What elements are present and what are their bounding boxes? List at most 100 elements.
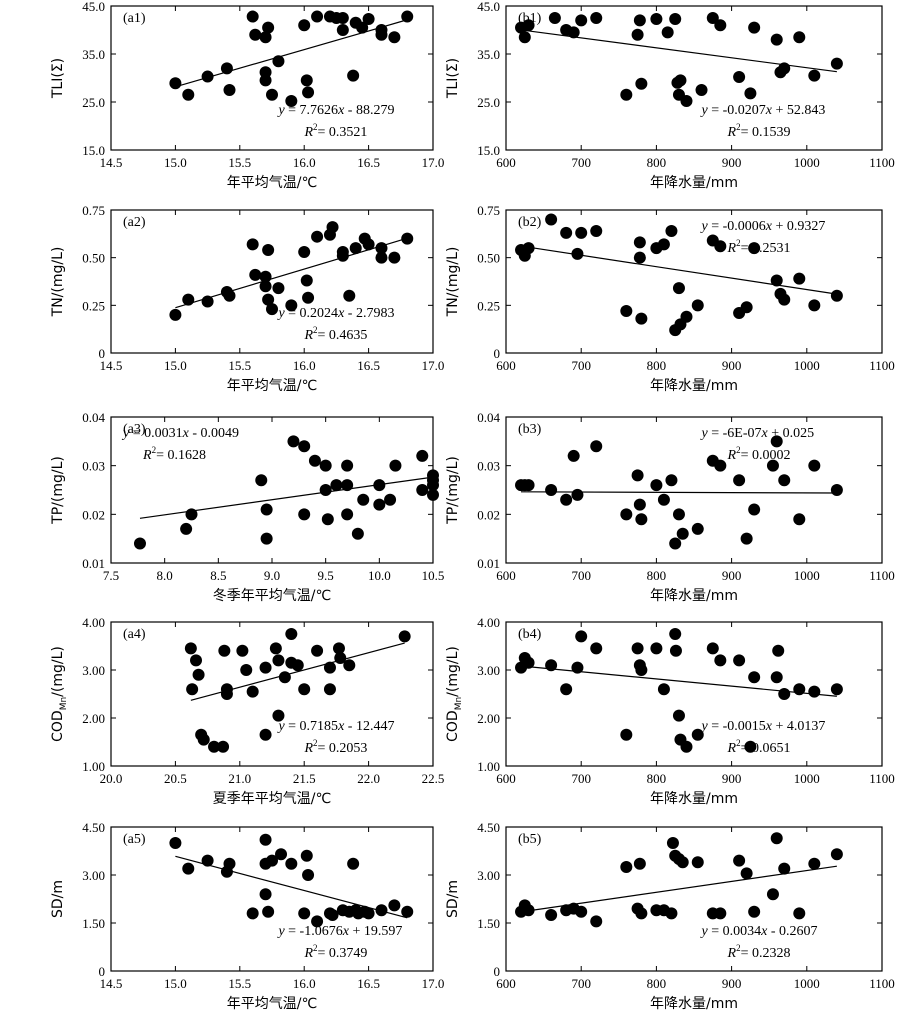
data-point <box>218 644 231 657</box>
data-point <box>766 459 779 472</box>
y-tick-label: 4.00 <box>82 615 105 630</box>
data-point <box>192 668 205 681</box>
data-point <box>260 503 273 516</box>
x-tick-label: 7.5 <box>103 568 119 583</box>
data-point <box>347 857 360 870</box>
y-tick-label: 15.0 <box>82 143 105 158</box>
data-point <box>266 303 278 316</box>
data-point <box>351 527 364 540</box>
data-point <box>665 224 678 237</box>
data-point <box>336 24 349 36</box>
x-tick-label: 1100 <box>869 568 895 583</box>
x-tick-label: 1000 <box>794 976 820 991</box>
data-point <box>770 671 783 684</box>
data-point <box>676 856 689 869</box>
y-axis-label: TP/(mg/L) <box>50 456 66 525</box>
data-point <box>208 740 221 753</box>
data-point <box>748 905 761 918</box>
data-point <box>326 909 339 921</box>
regression-equation: y = 0.2024x - 2.7983 <box>276 306 394 321</box>
y-tick-label: 4.50 <box>82 820 105 835</box>
x-tick-label: 20.5 <box>164 771 187 786</box>
plot-frame <box>505 209 883 354</box>
data-point <box>186 683 199 696</box>
data-point <box>808 299 821 312</box>
data-point <box>830 484 843 496</box>
r-squared: R2= 0.2328 <box>727 943 791 961</box>
y-tick-label: 2.00 <box>82 711 105 726</box>
data-point <box>691 522 704 535</box>
data-point <box>201 854 214 867</box>
panel-label: (a1) <box>123 11 146 26</box>
y-tick-label: 25.0 <box>82 95 105 110</box>
data-point <box>545 213 558 226</box>
y-tick-label: 0.03 <box>82 459 105 474</box>
data-point <box>575 905 588 918</box>
data-point <box>567 449 580 462</box>
data-point <box>388 251 401 264</box>
y-tick-label: 1.50 <box>82 916 105 931</box>
data-point <box>666 837 679 849</box>
data-point <box>740 301 753 314</box>
data-point <box>522 19 535 32</box>
data-point <box>246 238 259 251</box>
data-point <box>375 24 388 36</box>
data-point <box>427 479 439 492</box>
data-point <box>672 709 685 722</box>
y-tick-label: 45.0 <box>477 0 500 14</box>
r-squared: R2= 0.2053 <box>303 738 367 756</box>
data-point <box>733 654 746 667</box>
data-point <box>661 26 674 39</box>
data-point <box>373 498 386 511</box>
data-point <box>223 84 236 96</box>
data-point <box>220 688 233 700</box>
y-tick-label: 0.25 <box>477 298 500 313</box>
data-point <box>133 537 146 550</box>
regression-equation: y = -0.0006x + 0.9327 <box>700 219 826 234</box>
data-point <box>808 857 821 870</box>
data-point <box>334 652 347 664</box>
data-point <box>285 628 298 640</box>
data-point <box>285 95 298 108</box>
x-tick-label: 16.0 <box>293 976 316 991</box>
data-point <box>744 740 757 753</box>
y-tick-label: 0.04 <box>477 410 500 425</box>
data-point <box>714 459 727 472</box>
data-point <box>259 280 272 293</box>
trend-line <box>520 29 837 73</box>
data-point <box>650 479 663 492</box>
data-point <box>259 661 272 674</box>
x-tick-label: 8.0 <box>157 568 173 583</box>
x-tick-label: 1000 <box>794 155 820 170</box>
data-point <box>259 888 272 901</box>
plot-frame <box>110 5 434 151</box>
x-tick-label: 900 <box>722 976 742 991</box>
data-point <box>575 14 588 27</box>
x-tick-label: 16.5 <box>357 155 380 170</box>
data-point <box>323 683 336 696</box>
x-tick-label: 15.5 <box>228 976 251 991</box>
data-point <box>575 226 588 239</box>
data-point <box>740 532 753 545</box>
data-point <box>220 62 233 75</box>
x-tick-label: 700 <box>571 358 591 373</box>
y-axis-label: CODMn/(mg/L) <box>445 646 464 742</box>
y-tick-label: 15.0 <box>477 143 500 158</box>
data-point <box>770 435 783 448</box>
data-point <box>522 479 535 492</box>
data-point <box>560 683 573 696</box>
plot-frame <box>110 621 434 767</box>
data-point <box>300 274 313 287</box>
data-point <box>706 642 719 655</box>
data-point <box>631 642 644 655</box>
x-tick-label: 16.0 <box>293 358 316 373</box>
regression-equation: y = -6E-07x + 0.025 <box>700 426 815 441</box>
y-tick-label: 0 <box>494 346 501 361</box>
data-point <box>185 508 198 521</box>
data-point <box>262 905 275 918</box>
y-axis-label: SD/m <box>445 880 461 918</box>
data-point <box>375 242 388 255</box>
data-point <box>262 293 275 306</box>
x-tick-label: 1100 <box>869 155 895 170</box>
x-tick-label: 22.0 <box>357 771 380 786</box>
